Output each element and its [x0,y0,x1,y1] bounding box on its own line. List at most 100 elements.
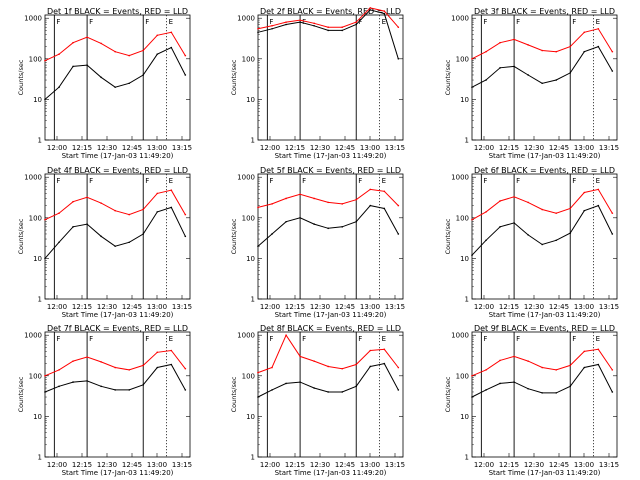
interval-marker-label: F [145,18,149,26]
x-axis-label: Start Time (17-Jan-03 11:49:20) [489,469,601,477]
interval-marker-label: E [169,18,173,26]
x-tick-label: 12:30 [310,144,330,152]
interval-marker-label: E [596,177,600,185]
data-point-events [271,389,273,391]
data-point-lld [527,360,529,362]
interval-marker-label: E [596,335,600,343]
data-point-events [611,391,614,393]
data-point-lld [156,34,159,37]
data-point-events [541,392,543,394]
y-axis-label: Counts/sec [230,218,238,254]
data-point-lld [58,212,60,214]
x-axis-label: Start Time (17-Jan-03 11:49:20) [489,311,601,319]
data-point-lld [527,44,529,46]
x-tick-label: 12:00 [260,303,280,311]
plot-frame [257,14,404,141]
data-point-events [44,98,46,101]
y-axis-label: Counts/sec [230,376,238,412]
panel-det-2: Det 2f BLACK = Events, RED = LLD 1 10 100 10… [230,7,405,160]
x-tick-label: 12:00 [260,144,280,152]
y-tick-label: 100 [242,214,255,222]
panel-det-1: Det 1f BLACK = Events, RED = LLD 1 10 100 10… [17,7,192,160]
x-tick-label: 12:30 [310,461,330,469]
series-line-events [471,204,613,256]
plot-frame [44,14,191,141]
data-point-lld [611,212,614,214]
x-tick-label: 12:30 [97,461,117,469]
data-point-events [58,385,60,388]
data-point-events [355,23,358,26]
data-point-lld [485,50,487,53]
interval-marker-label: F [572,335,576,343]
data-point-events [513,222,515,224]
x-tick-label: 13:00 [574,303,594,311]
data-point-events [257,31,259,34]
data-point-events [499,67,501,69]
interval-marker-label: F [358,335,362,343]
series-line-events [44,363,186,393]
interval-marker-label: E [169,335,173,343]
data-point-lld [383,10,386,12]
data-point-lld [128,369,130,371]
series-line-events [44,206,186,259]
series-line-lld [44,349,186,377]
data-point-lld [285,334,287,337]
data-point-lld [271,203,273,205]
data-point-lld [313,197,315,200]
data-point-events [299,21,301,23]
data-point-lld [369,188,372,191]
data-point-lld [541,49,543,52]
x-tick-label: 12:00 [47,303,67,311]
x-tick-label: 12:45 [122,461,142,469]
data-point-events [100,235,102,238]
data-point-lld [313,22,315,25]
data-point-events [72,226,74,228]
series-line-lld [44,31,186,62]
data-point-lld [257,27,259,30]
data-point-lld [355,21,358,23]
panel-det-6: Det 6f BLACK = Events, RED = LLD 1 10 100 10… [444,166,619,319]
x-tick-label: 13:15 [385,303,405,311]
y-tick-label: 1 [251,137,255,145]
x-tick-label: 12:15 [72,461,92,469]
y-tick-label: 10 [460,96,469,104]
data-point-events [555,79,557,81]
data-point-lld [369,349,372,352]
series-line-lld [257,188,399,208]
data-point-events [513,381,515,383]
y-tick-label: 1 [38,296,42,304]
y-tick-label: 10 [246,255,255,263]
data-point-lld [184,213,187,216]
x-tick-label: 13:15 [172,303,192,311]
x-tick-label: 12:45 [549,461,569,469]
y-tick-label: 1000 [24,15,42,23]
interval-marker-label: F [483,177,487,185]
x-tick-label: 13:00 [574,144,594,152]
data-point-events [397,233,400,235]
x-tick-label: 13:00 [147,461,167,469]
data-point-events [285,220,287,223]
data-point-events [383,12,386,15]
data-point-lld [184,54,187,57]
data-point-lld [86,356,88,358]
interval-marker-label: F [302,335,306,343]
series-line-lld [471,348,613,377]
data-point-lld [170,31,173,34]
y-tick-label: 100 [29,214,42,222]
data-point-lld [271,25,273,27]
data-point-events [583,50,586,53]
data-point-events [86,64,88,66]
x-tick-label: 13:00 [360,461,380,469]
data-point-lld [597,348,600,351]
data-point-lld [341,26,343,29]
data-point-events [527,234,529,236]
x-tick-label: 12:45 [335,461,355,469]
data-point-events [569,232,572,234]
interval-marker-label: F [302,18,306,26]
data-point-events [583,366,586,369]
data-point-events [128,82,130,85]
data-point-lld [257,206,259,209]
data-point-events [184,235,187,238]
y-tick-label: 100 [29,372,42,380]
